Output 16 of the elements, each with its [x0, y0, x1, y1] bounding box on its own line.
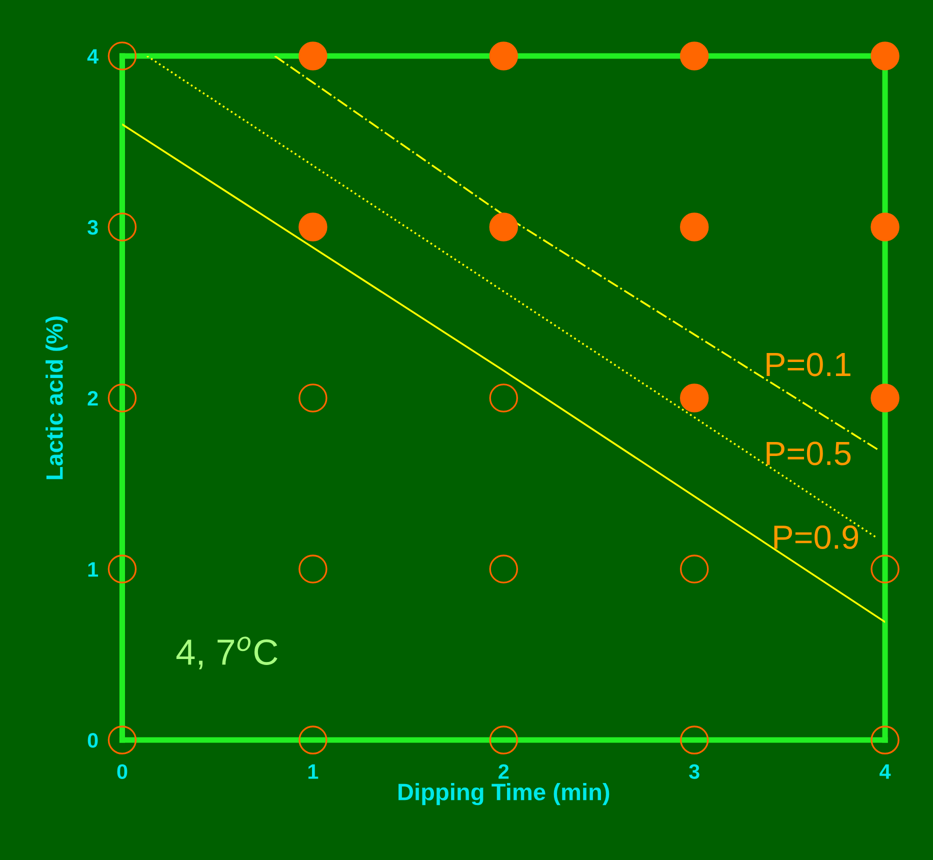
x-tick-label: 1 — [308, 764, 318, 779]
annotation: 4, 7$^{o}$C — [176, 636, 278, 670]
y-tick-label: 3 — [88, 220, 98, 235]
series-label: P=0.1 — [766, 352, 850, 376]
series-label: P=0.9 — [774, 525, 858, 550]
series-label: P=0.5 — [766, 442, 851, 466]
y-tick-label: 2 — [88, 391, 98, 406]
x-tick-label: 4 — [880, 764, 891, 779]
x-axis-title: Dipping Time (min) — [398, 783, 610, 806]
y-tick-label: 1 — [88, 562, 98, 577]
x-tick-label: 3 — [689, 764, 700, 779]
x-tick-label: 2 — [498, 764, 509, 779]
y-tick-label: 0 — [88, 733, 98, 748]
y-tick-label: 4 — [87, 49, 98, 64]
y-axis-title: Lactic acid (%) — [46, 316, 68, 480]
x-tick-label: 0 — [117, 764, 128, 779]
